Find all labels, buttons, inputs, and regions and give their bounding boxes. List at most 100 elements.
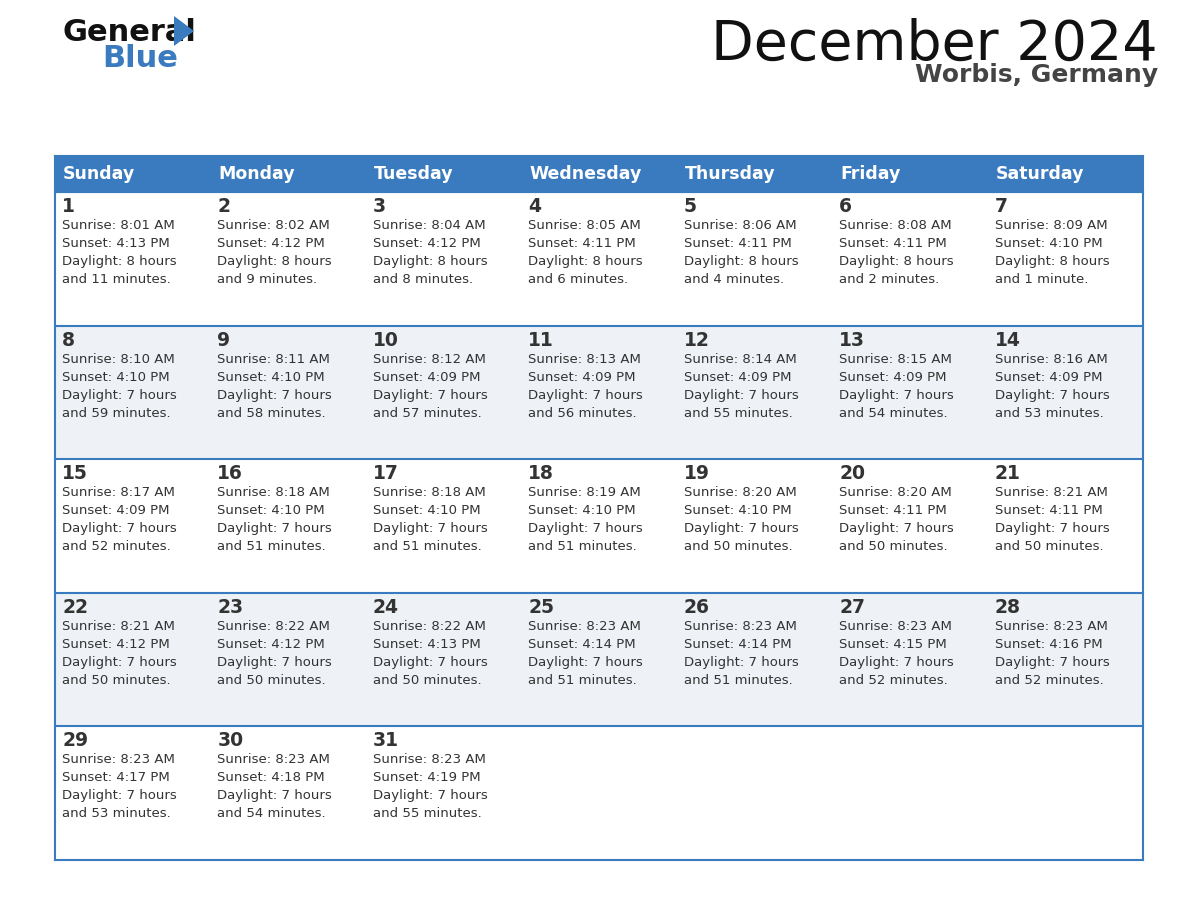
Text: Sunset: 4:10 PM: Sunset: 4:10 PM xyxy=(373,504,480,517)
Text: December 2024: December 2024 xyxy=(712,18,1158,72)
Text: Sunrise: 8:15 AM: Sunrise: 8:15 AM xyxy=(839,353,952,365)
Text: 10: 10 xyxy=(373,330,399,350)
Text: Daylight: 7 hours: Daylight: 7 hours xyxy=(684,388,798,401)
Text: 8: 8 xyxy=(62,330,75,350)
Text: and 51 minutes.: and 51 minutes. xyxy=(373,540,481,554)
Text: 11: 11 xyxy=(529,330,554,350)
Text: Sunrise: 8:23 AM: Sunrise: 8:23 AM xyxy=(217,754,330,767)
Text: Sunrise: 8:19 AM: Sunrise: 8:19 AM xyxy=(529,487,642,499)
Text: Sunrise: 8:23 AM: Sunrise: 8:23 AM xyxy=(373,754,486,767)
Text: Sunrise: 8:12 AM: Sunrise: 8:12 AM xyxy=(373,353,486,365)
Text: Sunset: 4:18 PM: Sunset: 4:18 PM xyxy=(217,771,326,784)
Text: Daylight: 7 hours: Daylight: 7 hours xyxy=(62,388,177,401)
Bar xyxy=(832,156,987,192)
Text: Sunset: 4:10 PM: Sunset: 4:10 PM xyxy=(684,504,791,517)
Text: Sunset: 4:09 PM: Sunset: 4:09 PM xyxy=(373,371,480,384)
Text: Daylight: 7 hours: Daylight: 7 hours xyxy=(994,655,1110,669)
Text: Daylight: 7 hours: Daylight: 7 hours xyxy=(217,655,333,669)
Text: 27: 27 xyxy=(839,598,865,617)
Text: Sunrise: 8:20 AM: Sunrise: 8:20 AM xyxy=(684,487,796,499)
Text: Daylight: 8 hours: Daylight: 8 hours xyxy=(217,255,333,268)
Text: and 54 minutes.: and 54 minutes. xyxy=(217,808,326,821)
Text: Sunset: 4:14 PM: Sunset: 4:14 PM xyxy=(529,638,636,651)
Text: Daylight: 8 hours: Daylight: 8 hours xyxy=(839,255,954,268)
Text: Daylight: 7 hours: Daylight: 7 hours xyxy=(839,388,954,401)
Bar xyxy=(55,593,1143,726)
Text: Daylight: 8 hours: Daylight: 8 hours xyxy=(529,255,643,268)
Polygon shape xyxy=(173,16,194,46)
Text: Sunset: 4:10 PM: Sunset: 4:10 PM xyxy=(529,504,636,517)
Text: and 50 minutes.: and 50 minutes. xyxy=(62,674,171,687)
Bar xyxy=(55,326,1143,459)
Text: Sunrise: 8:10 AM: Sunrise: 8:10 AM xyxy=(62,353,175,365)
Text: and 55 minutes.: and 55 minutes. xyxy=(373,808,481,821)
Text: 18: 18 xyxy=(529,465,554,483)
Text: Daylight: 7 hours: Daylight: 7 hours xyxy=(994,388,1110,401)
Text: Sunset: 4:12 PM: Sunset: 4:12 PM xyxy=(217,638,326,651)
Text: and 58 minutes.: and 58 minutes. xyxy=(217,407,326,420)
Text: and 51 minutes.: and 51 minutes. xyxy=(684,674,792,687)
Text: and 52 minutes.: and 52 minutes. xyxy=(62,540,171,554)
Text: Daylight: 7 hours: Daylight: 7 hours xyxy=(217,388,333,401)
Text: Sunset: 4:13 PM: Sunset: 4:13 PM xyxy=(373,638,481,651)
Text: Sunset: 4:16 PM: Sunset: 4:16 PM xyxy=(994,638,1102,651)
Text: Daylight: 7 hours: Daylight: 7 hours xyxy=(529,522,643,535)
Text: Thursday: Thursday xyxy=(684,165,776,183)
Text: 30: 30 xyxy=(217,732,244,750)
Text: Sunrise: 8:11 AM: Sunrise: 8:11 AM xyxy=(217,353,330,365)
Text: Daylight: 7 hours: Daylight: 7 hours xyxy=(217,522,333,535)
Text: Sunrise: 8:09 AM: Sunrise: 8:09 AM xyxy=(994,219,1107,232)
Text: 13: 13 xyxy=(839,330,865,350)
Text: Daylight: 7 hours: Daylight: 7 hours xyxy=(373,388,487,401)
Text: Daylight: 7 hours: Daylight: 7 hours xyxy=(373,522,487,535)
Text: Blue: Blue xyxy=(102,44,178,73)
Text: 1: 1 xyxy=(62,197,75,216)
Text: Tuesday: Tuesday xyxy=(374,165,454,183)
Text: Daylight: 8 hours: Daylight: 8 hours xyxy=(994,255,1110,268)
Text: and 50 minutes.: and 50 minutes. xyxy=(994,540,1104,554)
Bar xyxy=(210,156,366,192)
Text: Saturday: Saturday xyxy=(996,165,1085,183)
Text: Daylight: 7 hours: Daylight: 7 hours xyxy=(994,522,1110,535)
Text: Sunset: 4:11 PM: Sunset: 4:11 PM xyxy=(684,237,791,250)
Bar xyxy=(987,156,1143,192)
Text: Sunset: 4:15 PM: Sunset: 4:15 PM xyxy=(839,638,947,651)
Text: Sunset: 4:12 PM: Sunset: 4:12 PM xyxy=(217,237,326,250)
Text: Sunrise: 8:21 AM: Sunrise: 8:21 AM xyxy=(994,487,1107,499)
Text: and 56 minutes.: and 56 minutes. xyxy=(529,407,637,420)
Text: Worbis, Germany: Worbis, Germany xyxy=(915,63,1158,87)
Text: 28: 28 xyxy=(994,598,1020,617)
Text: Sunrise: 8:14 AM: Sunrise: 8:14 AM xyxy=(684,353,796,365)
Text: and 4 minutes.: and 4 minutes. xyxy=(684,273,784,286)
Text: Daylight: 7 hours: Daylight: 7 hours xyxy=(62,789,177,802)
Text: Sunrise: 8:13 AM: Sunrise: 8:13 AM xyxy=(529,353,642,365)
Text: 23: 23 xyxy=(217,598,244,617)
Text: Sunset: 4:11 PM: Sunset: 4:11 PM xyxy=(529,237,636,250)
Text: and 52 minutes.: and 52 minutes. xyxy=(994,674,1104,687)
Text: and 53 minutes.: and 53 minutes. xyxy=(994,407,1104,420)
Text: Sunrise: 8:04 AM: Sunrise: 8:04 AM xyxy=(373,219,486,232)
Text: and 51 minutes.: and 51 minutes. xyxy=(529,674,637,687)
Text: and 52 minutes.: and 52 minutes. xyxy=(839,674,948,687)
Text: Daylight: 7 hours: Daylight: 7 hours xyxy=(839,522,954,535)
Text: Sunset: 4:10 PM: Sunset: 4:10 PM xyxy=(217,504,326,517)
Text: Sunrise: 8:18 AM: Sunrise: 8:18 AM xyxy=(373,487,486,499)
Text: 17: 17 xyxy=(373,465,399,483)
Text: Sunrise: 8:22 AM: Sunrise: 8:22 AM xyxy=(217,620,330,633)
Text: 15: 15 xyxy=(62,465,88,483)
Text: Daylight: 7 hours: Daylight: 7 hours xyxy=(373,789,487,802)
Text: Daylight: 7 hours: Daylight: 7 hours xyxy=(684,655,798,669)
Text: Sunset: 4:14 PM: Sunset: 4:14 PM xyxy=(684,638,791,651)
Text: 7: 7 xyxy=(994,197,1007,216)
Text: Sunset: 4:11 PM: Sunset: 4:11 PM xyxy=(994,504,1102,517)
Text: 2: 2 xyxy=(217,197,230,216)
Text: and 50 minutes.: and 50 minutes. xyxy=(217,674,326,687)
Bar xyxy=(366,156,522,192)
Text: Friday: Friday xyxy=(840,165,901,183)
Text: 31: 31 xyxy=(373,732,399,750)
Text: Sunrise: 8:17 AM: Sunrise: 8:17 AM xyxy=(62,487,175,499)
Text: Sunset: 4:19 PM: Sunset: 4:19 PM xyxy=(373,771,480,784)
Text: 12: 12 xyxy=(684,330,709,350)
Text: Sunday: Sunday xyxy=(63,165,135,183)
Text: 16: 16 xyxy=(217,465,244,483)
